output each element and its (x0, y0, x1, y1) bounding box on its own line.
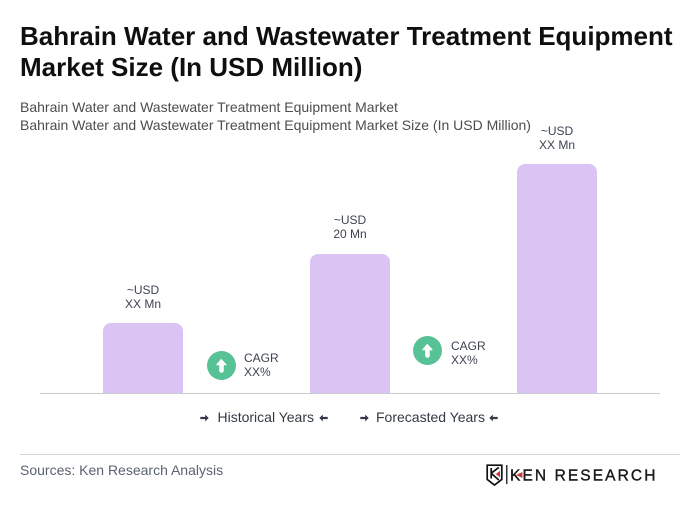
svg-text:KEN RESEARCH: KEN RESEARCH (510, 468, 658, 485)
